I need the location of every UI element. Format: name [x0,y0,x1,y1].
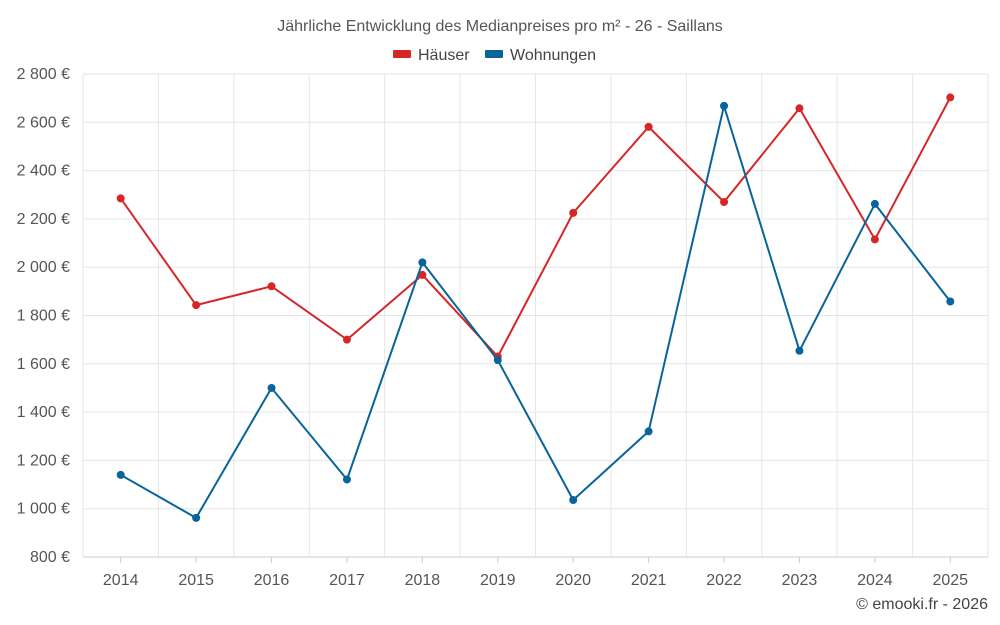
x-tick-label: 2016 [254,572,290,589]
series-line-haeuser [119,96,952,358]
legend-swatch-haeuser [393,50,411,58]
data-point-wohnungen[interactable] [493,356,502,365]
data-point-wohnungen[interactable] [342,475,351,484]
credit-text: © emooki.fr - 2026 [856,596,988,613]
x-tick-label: 2017 [329,572,365,589]
data-point-haeuser[interactable] [946,93,955,102]
data-point-haeuser[interactable] [342,335,351,344]
y-tick-label: 2 000 € [17,259,70,276]
series-wohnungen [116,101,955,522]
y-tick-label: 2 200 € [17,211,70,228]
data-point-wohnungen[interactable] [946,297,955,306]
data-point-haeuser[interactable] [795,104,804,113]
x-tick-label: 2019 [480,572,516,589]
data-point-wohnungen[interactable] [569,496,578,505]
data-point-haeuser[interactable] [870,235,879,244]
y-tick-label: 1 400 € [17,404,70,421]
data-point-haeuser[interactable] [644,122,653,131]
x-tick-label: 2014 [103,572,139,589]
x-tick-label: 2018 [405,572,441,589]
legend-swatch-wohnungen [485,50,503,58]
legend-label-haeuser: Häuser [418,47,470,64]
data-point-wohnungen[interactable] [267,383,276,392]
x-tick-label: 2020 [555,572,591,589]
data-point-haeuser[interactable] [418,270,427,279]
data-point-haeuser[interactable] [116,194,125,203]
x-tick-label: 2022 [706,572,742,589]
y-tick-label: 1 200 € [17,452,70,469]
y-tick-label: 800 € [30,549,70,566]
legend-item-haeuser[interactable]: Häuser [393,47,470,64]
data-point-wohnungen[interactable] [720,101,729,110]
x-tick-label: 2023 [782,572,818,589]
x-tick-label: 2025 [932,572,968,589]
y-tick-label: 2 800 € [17,66,70,83]
data-point-wohnungen[interactable] [192,513,201,522]
y-tick-label: 2 400 € [17,163,70,180]
data-point-haeuser[interactable] [192,301,201,310]
axes: 800 € 1 000 € 1 200 € 1 400 € 1 600 € 1 800 €… [17,66,988,589]
data-point-haeuser[interactable] [267,282,276,291]
chart-title: Jährliche Entwicklung des Medianpreises … [277,18,723,35]
y-tick-label: 1 800 € [17,308,70,325]
x-tick-label: 2021 [631,572,667,589]
data-point-wohnungen[interactable] [644,427,653,436]
legend-label-wohnungen: Wohnungen [510,47,596,64]
x-tick-label: 2024 [857,572,893,589]
y-tick-label: 1 600 € [17,356,70,373]
y-tick-label: 2 600 € [17,114,70,131]
data-point-haeuser[interactable] [720,197,729,206]
legend-item-wohnungen[interactable]: Wohnungen [485,47,596,64]
x-tick-label: 2015 [178,572,214,589]
data-point-wohnungen[interactable] [116,470,125,479]
grid [82,73,989,557]
data-point-wohnungen[interactable] [418,258,427,267]
data-point-wohnungen[interactable] [795,346,804,355]
legend: Häuser Wohnungen [393,47,596,64]
series [116,93,955,522]
series-line-wohnungen [120,104,952,519]
data-point-haeuser[interactable] [569,208,578,217]
data-point-wohnungen[interactable] [870,199,879,208]
y-tick-label: 1 000 € [17,501,70,518]
